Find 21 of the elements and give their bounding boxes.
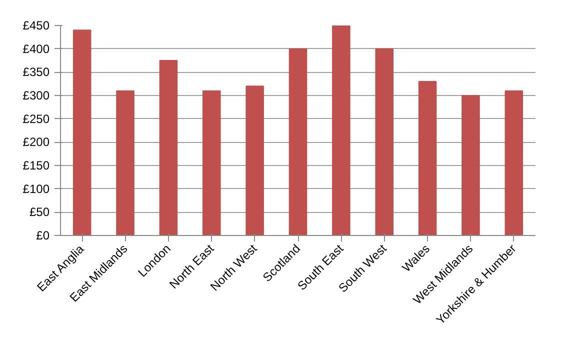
bar — [72, 30, 92, 236]
bar — [418, 81, 437, 236]
y-tick-label: £50 — [29, 205, 50, 220]
y-tick-label: £100 — [22, 182, 50, 196]
bar — [288, 48, 308, 236]
y-tick-label: £200 — [22, 135, 50, 150]
bar — [116, 90, 134, 236]
y-tick-label: £450 — [22, 18, 50, 32]
bar — [159, 60, 178, 236]
bar — [332, 26, 350, 236]
bar — [462, 95, 480, 236]
y-tick-label: £150 — [22, 158, 50, 172]
bar — [246, 86, 264, 236]
y-tick-label: £350 — [22, 65, 50, 80]
y-tick-label: £400 — [22, 42, 50, 56]
y-tick-label: £0 — [36, 228, 50, 242]
y-tick-label: £250 — [22, 112, 50, 126]
y-tick-label: £300 — [22, 88, 50, 102]
bar — [202, 90, 221, 236]
bar — [504, 90, 524, 236]
bar — [375, 48, 394, 236]
